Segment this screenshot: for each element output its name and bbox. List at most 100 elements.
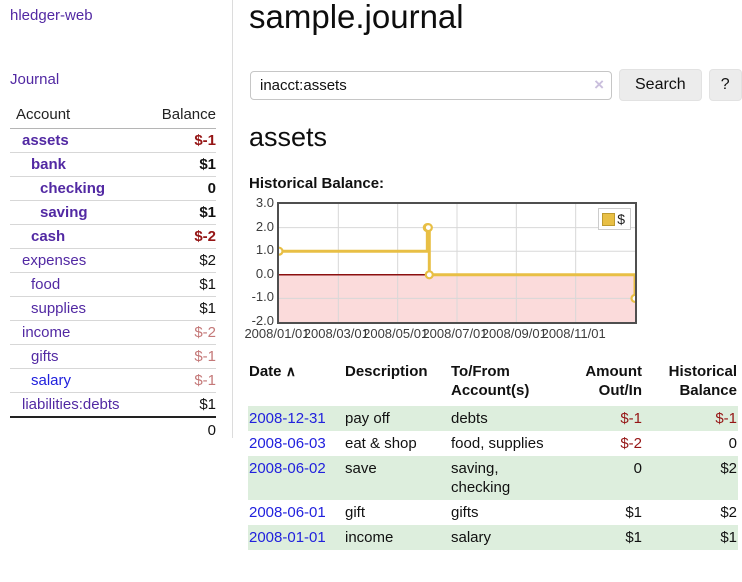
account-row: liabilities:debts $1: [10, 392, 216, 417]
x-tick-label: 2008/03/01: [303, 326, 369, 341]
transaction-date-link[interactable]: 2008-06-03: [249, 435, 326, 452]
transaction-accounts: debts: [450, 406, 555, 431]
transaction-amount: $-1: [555, 406, 643, 431]
y-tick-label: 3.0: [255, 195, 274, 210]
search-input[interactable]: [250, 70, 612, 100]
account-balance: $-2: [142, 224, 216, 249]
accounts-table: Account Balance assets $-1 bank $1 check…: [10, 103, 216, 442]
page-title: sample.journal: [249, 0, 464, 35]
register-row: 2008-06-01 gift gifts $1 $2: [248, 500, 738, 525]
legend-label: $: [617, 211, 625, 227]
accounts-total-row: 0: [10, 416, 216, 442]
transaction-balance: 0: [728, 435, 737, 452]
account-link[interactable]: expenses: [22, 252, 87, 269]
register-header-date[interactable]: Date ∧: [248, 358, 344, 406]
transaction-balance: $-1: [643, 406, 738, 431]
x-tick-label: 2008/05/01: [363, 326, 429, 341]
account-row: supplies $1: [10, 296, 216, 321]
account-row: income $-2: [10, 320, 216, 345]
accounts-header-account: Account: [10, 103, 143, 129]
account-balance: $1: [142, 296, 216, 321]
register-header-accounts: To/From Account(s): [451, 363, 530, 399]
register-header-description: Description: [345, 363, 428, 380]
chart-plot-area: $: [277, 202, 637, 324]
account-link[interactable]: checking: [40, 180, 106, 197]
sidebar-item-journal[interactable]: Journal: [10, 71, 60, 88]
transaction-accounts: food, supplies: [451, 435, 544, 452]
account-balance: $-2: [142, 320, 216, 345]
account-heading: assets: [249, 122, 328, 152]
account-row: gifts $-1: [10, 344, 216, 369]
account-balance: $1: [142, 200, 216, 225]
help-button[interactable]: ?: [708, 69, 742, 101]
register-header-balance: Historical Balance: [668, 363, 737, 399]
account-link[interactable]: cash: [31, 228, 66, 245]
sidebar: hledger-web Journal Account Balance asse…: [0, 0, 233, 442]
account-link[interactable]: liabilities:debts: [22, 396, 120, 413]
transaction-amount: $1: [625, 504, 642, 521]
register-row: 2008-01-01 income salary $1 $1: [248, 525, 738, 550]
account-link[interactable]: food: [31, 276, 61, 293]
transaction-amount: 0: [555, 456, 643, 500]
account-balance: $2: [142, 248, 216, 273]
transaction-date-link[interactable]: 2008-12-31: [249, 410, 326, 427]
clear-search-icon[interactable]: ×: [594, 74, 604, 94]
y-tick-label: -1.0: [251, 289, 274, 305]
register-row: 2008-06-02 save saving, checking 0 $2: [248, 456, 738, 500]
chart-legend: $: [598, 208, 631, 230]
account-row: expenses $2: [10, 248, 216, 273]
account-row: salary $-1: [10, 368, 216, 393]
register-table: Date ∧ Description To/From Account(s) Am…: [248, 358, 738, 550]
app-brand-link[interactable]: hledger-web: [10, 7, 93, 24]
account-balance: $1: [142, 152, 216, 177]
transaction-balance: $1: [643, 525, 738, 550]
account-balance: $1: [142, 392, 216, 417]
transaction-accounts: salary: [450, 525, 555, 550]
x-tick-label: 2008/09/01: [481, 326, 547, 341]
x-tick-label: 2008/07/01: [422, 326, 488, 341]
register-header-amount: Amount Out/In: [585, 363, 642, 399]
transaction-accounts: saving, checking: [450, 456, 555, 500]
account-link[interactable]: salary: [31, 372, 72, 389]
transaction-description: eat & shop: [345, 435, 417, 452]
accounts-header-balance: Balance: [142, 103, 216, 129]
account-balance: $-1: [194, 132, 216, 149]
register-header-date-label: Date: [249, 363, 282, 380]
account-row: cash $-2: [10, 224, 216, 249]
transaction-amount: $1: [555, 525, 643, 550]
account-link[interactable]: gifts: [31, 348, 59, 365]
transaction-description: pay off: [344, 406, 450, 431]
transaction-date-link[interactable]: 2008-06-02: [249, 460, 326, 477]
account-balance: $1: [142, 272, 216, 297]
register-table-body: 2008-12-31 pay off debts $-1 $-1 2008-06…: [248, 406, 738, 550]
transaction-accounts: gifts: [451, 504, 479, 521]
transaction-description: gift: [345, 504, 366, 521]
y-tick-label: 0.0: [255, 265, 274, 281]
historical-balance-chart: 3.0 2.0 1.0 0.0 -1.0 -2.0 $ 2008/01/01 2008/03…: [244, 195, 648, 344]
register-row: 2008-12-31 pay off debts $-1 $-1: [248, 406, 738, 431]
y-tick-label: 1.0: [255, 242, 274, 258]
transaction-date-link[interactable]: 2008-01-01: [249, 529, 326, 546]
account-link[interactable]: bank: [31, 156, 67, 173]
x-tick-label: 2008/11/01: [541, 326, 606, 341]
transaction-description: income: [344, 525, 450, 550]
transaction-date-link[interactable]: 2008-06-01: [249, 504, 326, 521]
account-table-body: assets $-1 bank $1 checking 0 saving $1 …: [10, 129, 216, 417]
account-link[interactable]: supplies: [31, 300, 87, 317]
search-button[interactable]: Search: [619, 69, 702, 101]
account-balance: $-1: [142, 344, 216, 369]
account-link[interactable]: assets: [22, 132, 69, 149]
y-tick-label: -2.0: [251, 313, 274, 328]
account-row: bank $1: [10, 152, 216, 177]
account-row: saving $1: [10, 200, 216, 225]
search-bar: × Search ?: [250, 68, 742, 102]
register-row: 2008-06-03 eat & shop food, supplies $-2…: [248, 431, 738, 456]
legend-swatch-icon: [602, 212, 616, 226]
account-link[interactable]: income: [22, 324, 71, 341]
accounts-total-value: 0: [142, 416, 216, 442]
account-row: food $1: [10, 272, 216, 297]
x-tick-label: 2008/01/01: [244, 326, 310, 341]
account-link[interactable]: saving: [40, 204, 88, 221]
account-balance: $-1: [142, 368, 216, 393]
chart-title: Historical Balance:: [249, 175, 385, 192]
